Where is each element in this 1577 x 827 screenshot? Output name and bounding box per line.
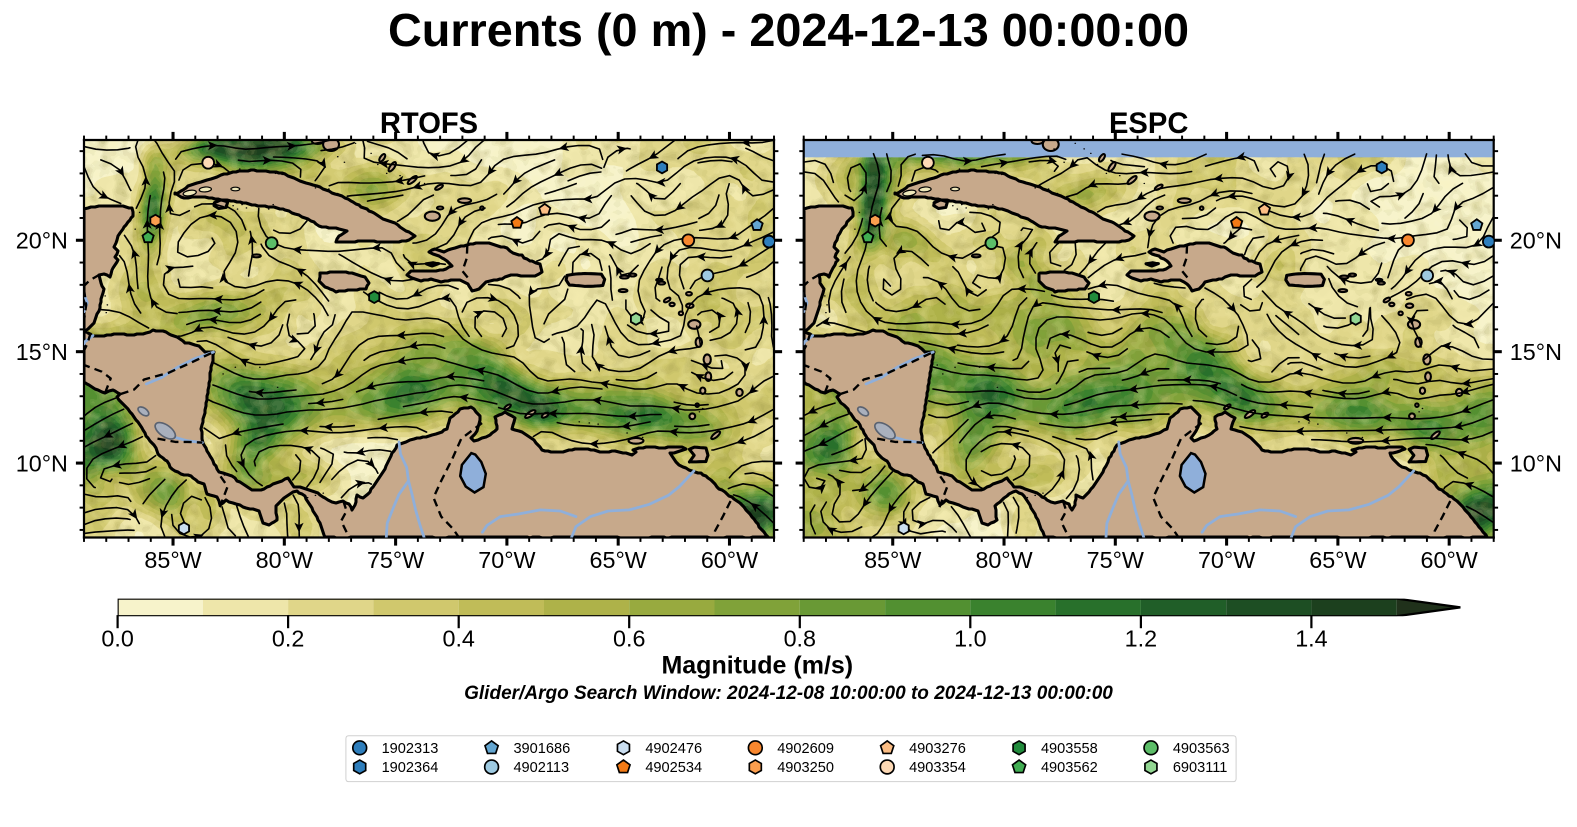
svg-text:10°N: 10°N [1510,451,1562,477]
svg-text:85°W: 85°W [864,547,921,573]
svg-text:60°W: 60°W [1421,547,1478,573]
svg-text:1.0: 1.0 [954,625,986,651]
svg-text:80°W: 80°W [256,547,313,573]
svg-text:80°W: 80°W [975,547,1032,573]
svg-text:6903111: 6903111 [1173,760,1228,776]
svg-text:4903276: 4903276 [909,741,966,757]
svg-text:0.8: 0.8 [784,625,816,651]
svg-text:4903563: 4903563 [1173,741,1230,757]
svg-text:4902476: 4902476 [645,741,702,757]
svg-text:15°N: 15°N [16,339,68,365]
svg-text:1902313: 1902313 [382,741,439,757]
svg-text:20°N: 20°N [16,228,68,254]
svg-text:1.2: 1.2 [1125,625,1157,651]
svg-text:70°W: 70°W [478,547,535,573]
svg-text:4902609: 4902609 [777,741,834,757]
svg-text:0.6: 0.6 [613,625,645,651]
svg-text:Glider/Argo Search Window: 202: Glider/Argo Search Window: 2024-12-08 10… [464,683,1113,704]
svg-text:0.0: 0.0 [101,625,133,651]
svg-text:4903562: 4903562 [1041,760,1098,776]
svg-text:0.4: 0.4 [442,625,474,651]
svg-text:1902364: 1902364 [382,760,439,776]
svg-text:Currents (0 m) - 2024-12-13 00: Currents (0 m) - 2024-12-13 00:00:00 [388,4,1189,56]
svg-text:75°W: 75°W [367,547,424,573]
svg-text:75°W: 75°W [1087,547,1144,573]
svg-text:70°W: 70°W [1198,547,1255,573]
svg-text:4902534: 4902534 [645,760,702,776]
svg-text:3901686: 3901686 [513,741,570,757]
svg-text:20°N: 20°N [1510,228,1562,254]
svg-text:4902113: 4902113 [513,760,569,776]
svg-text:Magnitude (m/s): Magnitude (m/s) [661,652,853,680]
svg-text:RTOFS: RTOFS [380,108,478,140]
svg-text:4903354: 4903354 [909,760,966,776]
svg-text:0.2: 0.2 [272,625,304,651]
svg-text:4903558: 4903558 [1041,741,1098,757]
svg-text:ESPC: ESPC [1109,108,1188,140]
svg-text:10°N: 10°N [16,451,68,477]
svg-text:85°W: 85°W [144,547,201,573]
svg-text:1.4: 1.4 [1295,625,1327,651]
svg-text:4903250: 4903250 [777,760,834,776]
svg-text:60°W: 60°W [701,547,758,573]
svg-text:65°W: 65°W [590,547,647,573]
svg-text:65°W: 65°W [1309,547,1366,573]
svg-text:15°N: 15°N [1510,339,1562,365]
